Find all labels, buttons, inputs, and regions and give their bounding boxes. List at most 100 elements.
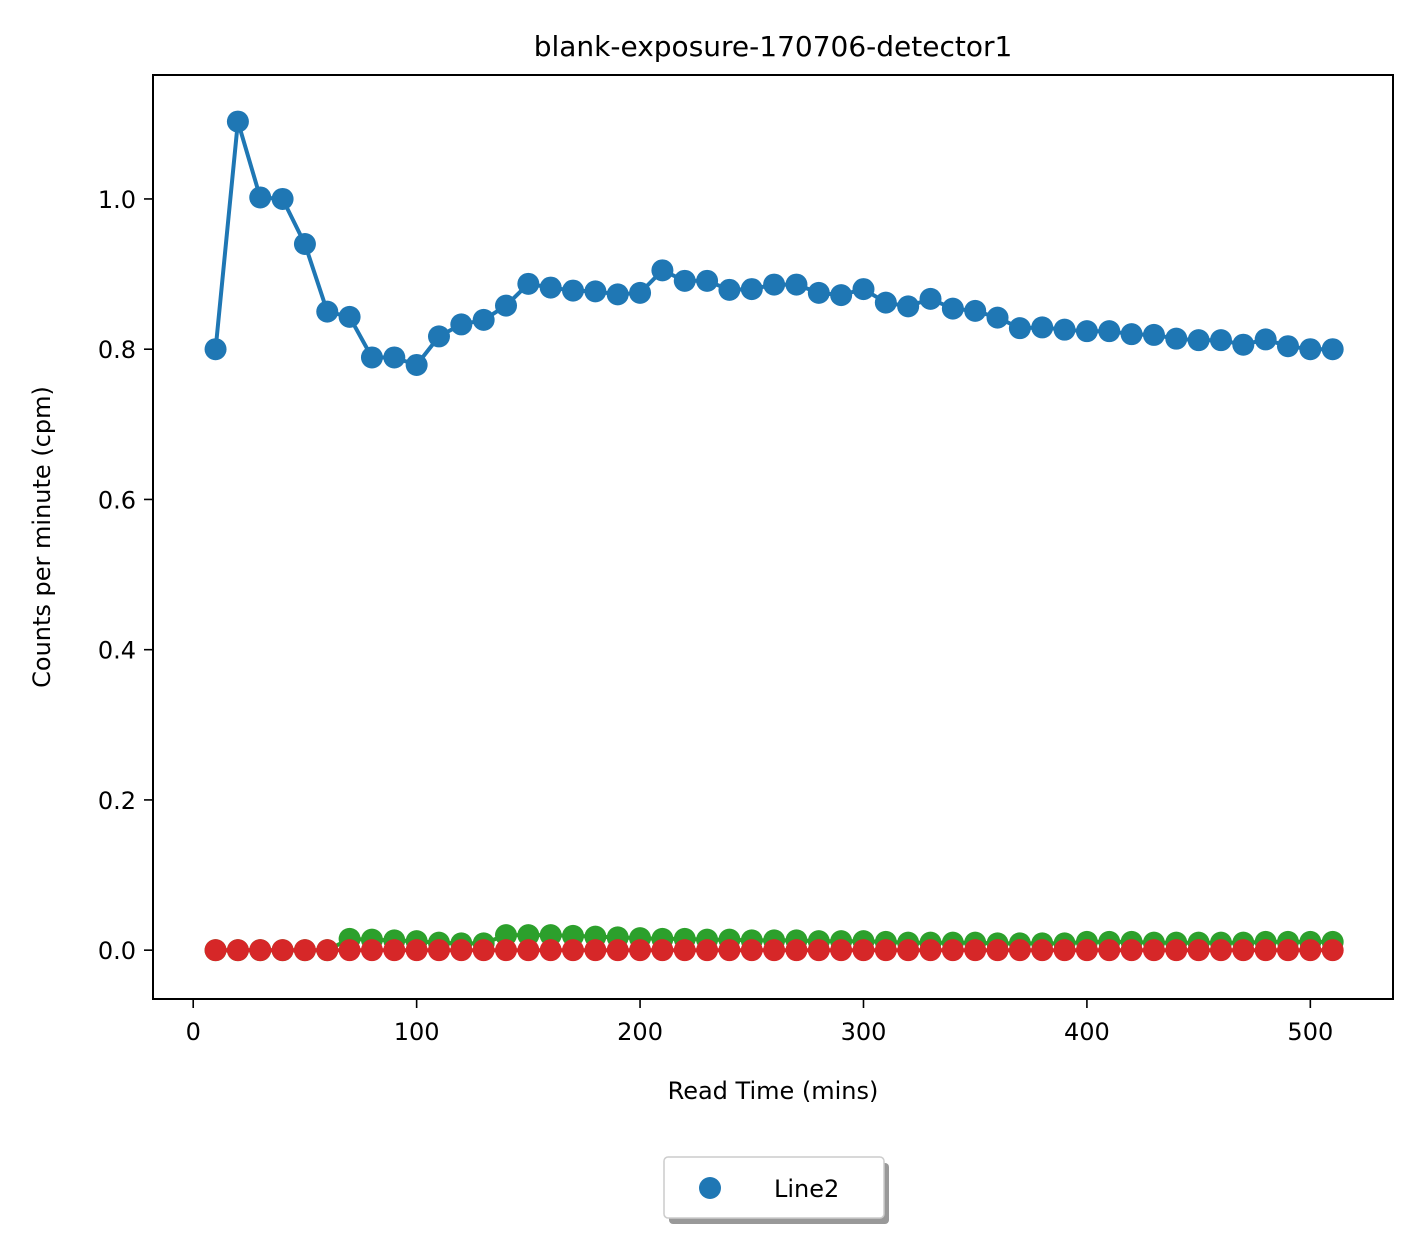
data-point	[1276, 939, 1299, 962]
data-point	[405, 353, 428, 376]
x-tick-label: 200	[617, 1018, 663, 1046]
data-point	[941, 939, 964, 962]
data-point	[919, 939, 942, 962]
data-point	[986, 306, 1009, 329]
data-point	[517, 939, 540, 962]
data-point	[651, 939, 674, 962]
data-point	[1053, 939, 1076, 962]
x-axis-label: Read Time (mins)	[668, 1077, 879, 1105]
data-point	[1142, 323, 1165, 346]
data-point	[204, 939, 227, 962]
data-point	[1299, 939, 1322, 962]
data-point	[293, 939, 316, 962]
data-point	[1075, 939, 1098, 962]
data-point	[606, 939, 629, 962]
data-point	[1321, 338, 1344, 361]
data-point	[1187, 939, 1210, 962]
y-tick-label: 0.2	[98, 787, 136, 815]
data-point	[897, 295, 920, 318]
data-point	[763, 273, 786, 296]
data-point	[338, 939, 361, 962]
data-point	[1254, 939, 1277, 962]
data-point	[606, 283, 629, 306]
data-point	[1299, 338, 1322, 361]
data-point	[1232, 333, 1255, 356]
data-point	[740, 939, 763, 962]
data-point	[1187, 329, 1210, 352]
data-point	[718, 278, 741, 301]
data-point	[964, 299, 987, 322]
y-tick-label: 0.8	[98, 336, 136, 364]
data-point	[517, 272, 540, 295]
data-point	[673, 939, 696, 962]
x-tick-label: 300	[841, 1018, 887, 1046]
data-point	[584, 939, 607, 962]
data-point	[785, 273, 808, 296]
series-line	[213, 119, 1333, 367]
data-point	[1008, 317, 1031, 340]
data-point	[204, 338, 227, 361]
data-point	[740, 278, 763, 301]
data-point	[316, 300, 339, 323]
data-point	[919, 287, 942, 310]
data-point	[897, 939, 920, 962]
data-point	[584, 280, 607, 303]
plot-area	[204, 110, 1344, 962]
series-1	[204, 110, 1344, 376]
y-axis-label: Counts per minute (cpm)	[28, 386, 56, 688]
y-tick-label: 0.6	[98, 486, 136, 514]
data-point	[1053, 318, 1076, 341]
data-point	[785, 939, 808, 962]
data-point	[226, 110, 249, 133]
data-point	[696, 269, 719, 292]
data-point	[874, 939, 897, 962]
data-point	[249, 939, 272, 962]
legend: Line2	[663, 1156, 889, 1224]
data-point	[360, 346, 383, 369]
data-point	[807, 281, 830, 304]
x-axis-ticks: 0 100 200 300 400 500	[186, 999, 1333, 1046]
legend-box	[663, 1156, 885, 1219]
data-point	[696, 939, 719, 962]
data-point	[941, 297, 964, 320]
data-point	[1098, 320, 1121, 343]
data-point	[651, 259, 674, 282]
x-tick-label: 100	[394, 1018, 440, 1046]
data-point	[830, 284, 853, 307]
data-point	[472, 939, 495, 962]
data-point	[1209, 329, 1232, 352]
data-point	[450, 313, 473, 336]
data-point	[562, 279, 585, 302]
data-point	[1254, 328, 1277, 351]
x-tick-label: 400	[1064, 1018, 1110, 1046]
data-point	[495, 294, 518, 317]
y-tick-label: 1.0	[98, 186, 136, 214]
data-point	[718, 939, 741, 962]
x-tick-label: 0	[186, 1018, 201, 1046]
data-point	[1276, 335, 1299, 358]
data-point	[271, 187, 294, 210]
data-point	[249, 186, 272, 209]
data-point	[271, 939, 294, 962]
data-point	[673, 269, 696, 292]
data-point	[874, 291, 897, 314]
data-point	[472, 308, 495, 331]
data-point	[1031, 939, 1054, 962]
data-point	[1120, 323, 1143, 346]
data-point	[986, 939, 1009, 962]
data-point	[1098, 939, 1121, 962]
data-point	[629, 939, 652, 962]
data-point	[383, 939, 406, 962]
data-point	[629, 281, 652, 304]
data-point	[383, 346, 406, 369]
y-axis-ticks: 0.0 0.2 0.4 0.6 0.8 1.0	[98, 186, 153, 965]
data-point	[964, 939, 987, 962]
x-tick-label: 500	[1287, 1018, 1333, 1046]
data-point	[226, 939, 249, 962]
data-point	[1142, 939, 1165, 962]
data-point	[495, 939, 518, 962]
data-point	[852, 278, 875, 301]
data-point	[1165, 327, 1188, 350]
data-point	[1075, 320, 1098, 343]
